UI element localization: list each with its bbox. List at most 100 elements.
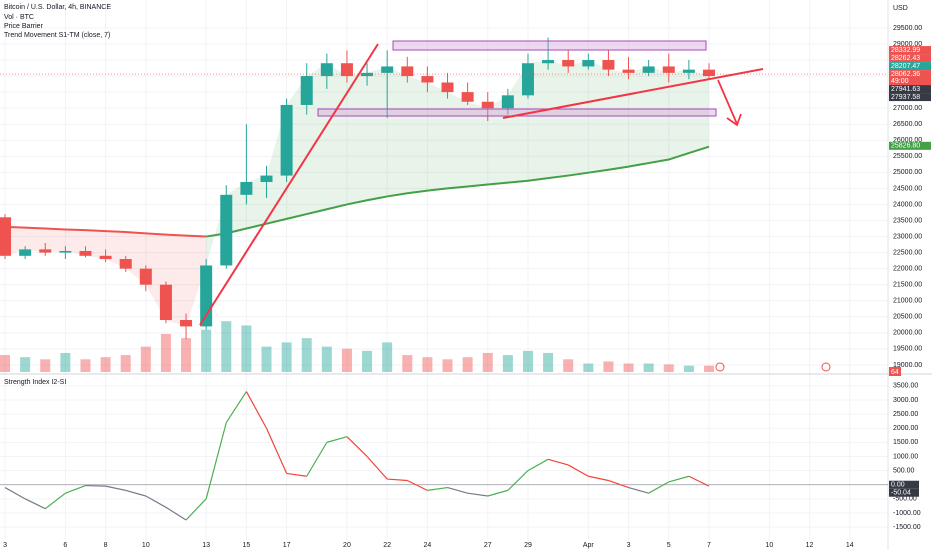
candle-body <box>521 63 534 96</box>
indicator-segment <box>306 442 328 477</box>
y-tick-label: 23500.00 <box>893 217 922 224</box>
y-tick-label: -500.00 <box>893 496 917 503</box>
indicator-segment <box>65 485 86 494</box>
y-tick-label: -1000.00 <box>893 510 921 517</box>
price-label-box <box>889 141 931 150</box>
price-label: 28332.99 <box>891 47 920 54</box>
event-icon[interactable] <box>821 362 831 372</box>
price-label: 28207.47 <box>891 63 920 70</box>
volume-bar <box>643 363 654 372</box>
volume-bar <box>603 361 614 372</box>
candle-body <box>481 101 494 109</box>
price-label-box <box>889 85 931 94</box>
cloud <box>5 226 207 327</box>
volume-bar <box>563 359 574 372</box>
moving-average <box>206 145 710 238</box>
price-label: 27937.58 <box>891 94 920 101</box>
volume-bar <box>241 325 252 372</box>
currency: USD <box>893 5 908 12</box>
volume-bar <box>623 363 634 372</box>
candle-body <box>139 268 152 285</box>
volume-bar <box>462 357 473 372</box>
volume-bar <box>442 359 453 372</box>
candle-body <box>682 69 695 73</box>
x-tick-label: 5 <box>667 542 671 549</box>
indicator-segment <box>346 436 368 457</box>
x-tick-label: 14 <box>846 542 854 549</box>
y-tick-label: 1000.00 <box>893 453 918 460</box>
x-tick-label: Apr <box>583 542 595 549</box>
indicator-segment <box>165 506 187 521</box>
volume-bar <box>80 359 91 372</box>
candle-body <box>280 104 293 176</box>
volume-label: 64 <box>891 369 899 376</box>
price-label-box <box>889 54 931 63</box>
indicator-segment <box>527 458 549 472</box>
countdown: 49:00 <box>891 78 909 85</box>
volume-bar <box>120 355 131 372</box>
x-tick-label: 29 <box>524 542 532 549</box>
x-tick-label: 6 <box>63 542 67 549</box>
legend-item: Price Barrier <box>4 23 44 30</box>
y-tick-label: 22000.00 <box>893 265 922 272</box>
indicator-segment <box>105 485 126 491</box>
candle-body <box>602 60 615 70</box>
volume-bar <box>281 342 292 372</box>
indicator-segment <box>245 391 268 429</box>
candle-body <box>501 95 514 109</box>
x-tick-label: 3 <box>3 542 7 549</box>
candle-body <box>421 76 434 83</box>
y-tick-label: 19000.00 <box>893 362 922 369</box>
candle-body <box>79 250 92 256</box>
x-tick-label: 10 <box>142 542 150 549</box>
y-tick-label: 24000.00 <box>893 201 922 208</box>
indicator-segment <box>366 456 388 480</box>
volume-bar <box>60 352 71 372</box>
trend-line <box>502 68 764 119</box>
indicator-segment <box>648 481 670 494</box>
trend-line <box>199 43 379 326</box>
indicator-label-box <box>889 488 919 497</box>
candle-body <box>59 250 72 253</box>
indicator-segment <box>145 495 167 508</box>
x-tick-label: 15 <box>242 542 250 549</box>
indicator-segment <box>326 436 348 443</box>
x-tick-label: 12 <box>806 542 814 549</box>
y-tick-label: 25500.00 <box>893 153 922 160</box>
volume-bar <box>482 352 493 372</box>
candle-body <box>361 72 374 77</box>
indicator-segment <box>407 479 428 491</box>
volume-bar <box>341 348 352 372</box>
candle-body <box>702 69 715 77</box>
indicator-segment <box>608 479 629 489</box>
price-label: 27941.63 <box>891 86 920 93</box>
indicator-segment <box>467 492 488 497</box>
volume-bar <box>382 342 393 372</box>
candle-body <box>542 60 555 64</box>
x-tick-label: 22 <box>383 542 391 549</box>
candle-body <box>642 66 655 73</box>
indicator-segment <box>265 428 288 474</box>
candle-body <box>180 320 193 327</box>
price-label-box <box>889 62 931 71</box>
candle-body <box>99 255 112 260</box>
volume-bar <box>140 346 151 372</box>
x-tick-label: 13 <box>202 542 210 549</box>
legend-item: Vol · BTC <box>4 14 34 21</box>
y-tick-label: 500.00 <box>893 467 915 474</box>
cloud <box>206 60 709 266</box>
y-tick-label: 19500.00 <box>893 346 922 353</box>
indicator-segment <box>44 492 66 510</box>
candle-body <box>340 63 353 77</box>
price-label: 28262.43 <box>891 55 920 62</box>
indicator-segment <box>85 484 106 487</box>
y-tick-label: 26000.00 <box>893 137 922 144</box>
volume-bar <box>362 350 373 372</box>
y-tick-label: 22500.00 <box>893 249 922 256</box>
candle-body <box>0 217 12 256</box>
volume-bar <box>543 352 554 372</box>
price-label-box <box>889 93 931 102</box>
candle-body <box>562 60 575 67</box>
event-icon[interactable] <box>715 362 725 372</box>
indicator-segment <box>225 391 247 423</box>
